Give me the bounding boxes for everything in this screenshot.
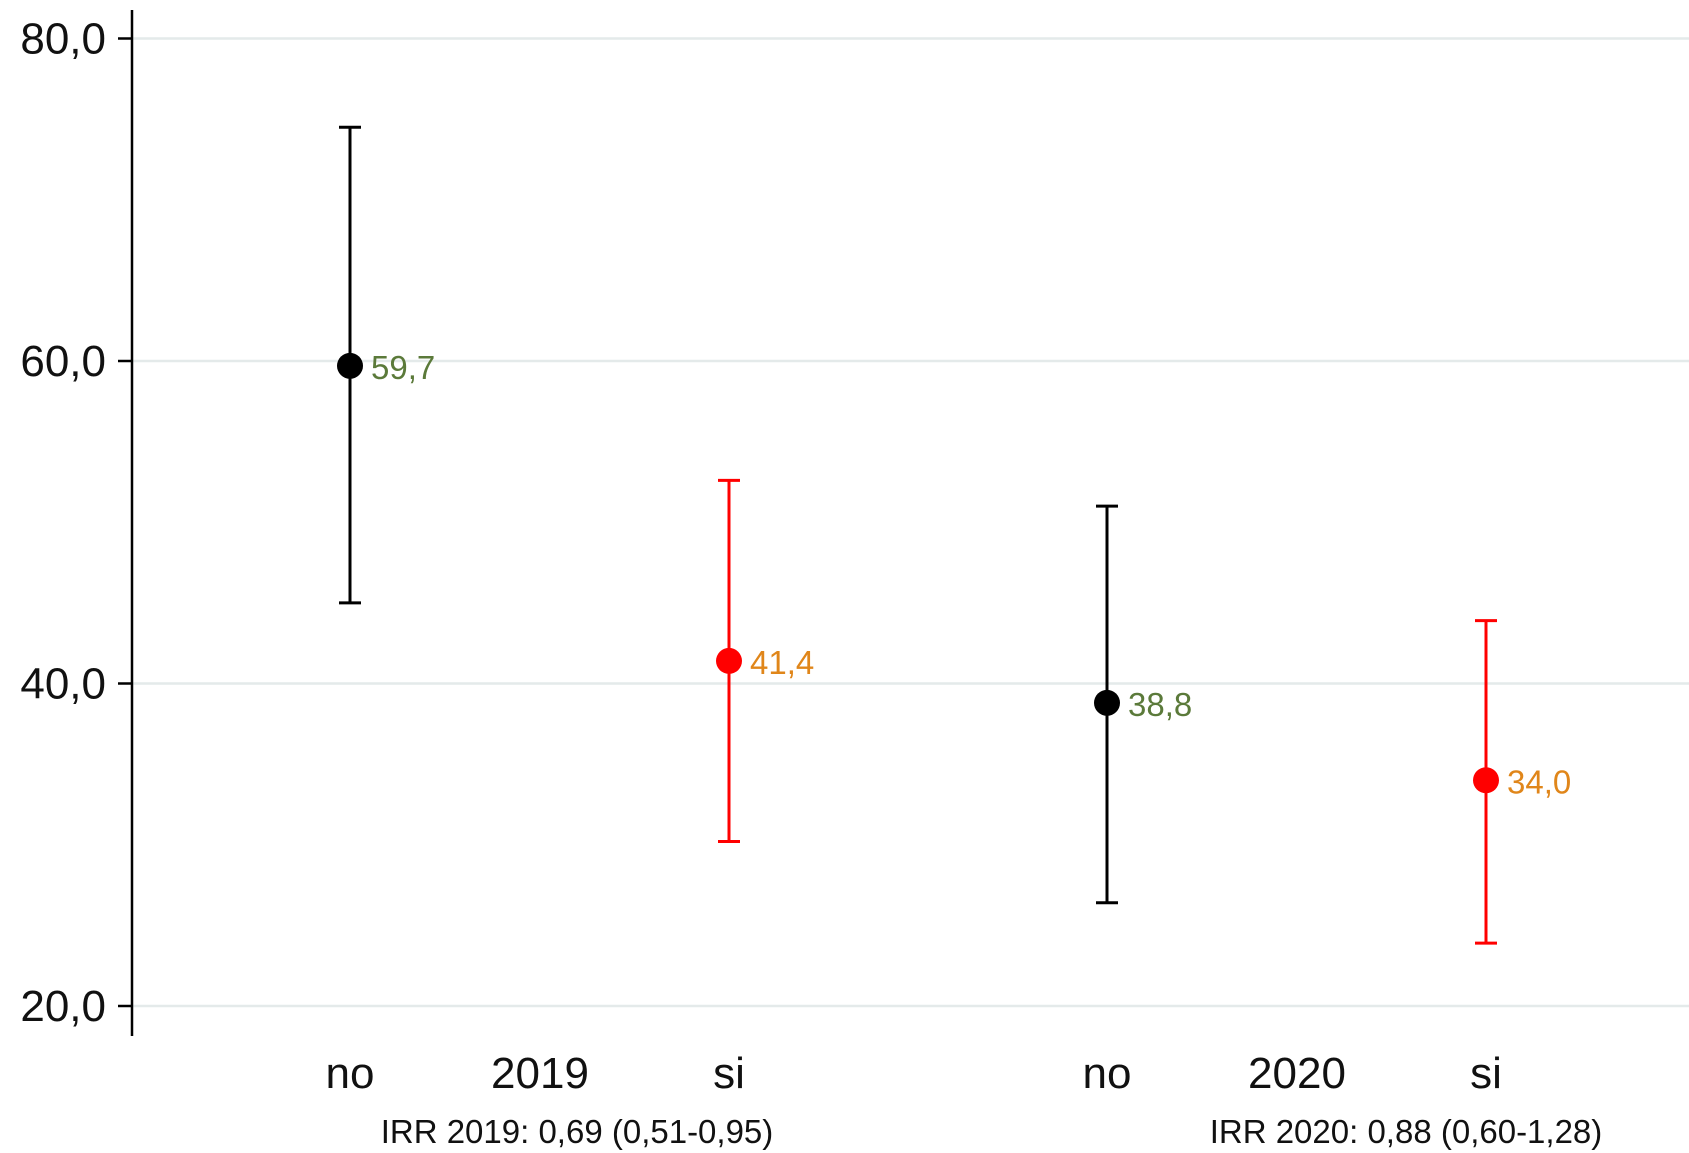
- irr-note: IRR 2019: 0,69 (0,51-0,95): [381, 1113, 774, 1150]
- category-label: si: [1470, 1049, 1502, 1098]
- category-label: no: [326, 1049, 375, 1098]
- data-point: [337, 353, 363, 379]
- y-axis-ticks: 20,0 40,0 60,0 80,0: [20, 15, 132, 1032]
- category-label: no: [1083, 1049, 1132, 1098]
- data-point: [716, 648, 742, 674]
- y-tick-label: 80,0: [20, 15, 106, 64]
- data-label: 38,8: [1128, 686, 1192, 723]
- data-point-group-2019-no: 59,7: [337, 127, 435, 603]
- group-label: 2020: [1248, 1049, 1346, 1098]
- data-point-group-2020-no: 38,8: [1094, 506, 1192, 903]
- data-label: 34,0: [1507, 763, 1571, 800]
- data-label: 59,7: [371, 349, 435, 386]
- irr-note: IRR 2020: 0,88 (0,60-1,28): [1210, 1113, 1603, 1150]
- group-label: 2019: [491, 1049, 589, 1098]
- category-label: si: [713, 1049, 745, 1098]
- y-tick-label: 60,0: [20, 337, 106, 386]
- y-tick-label: 20,0: [20, 982, 106, 1031]
- data-point-group-2019-si: 41,4: [716, 480, 814, 841]
- plot-area: 59,7 41,4 38,8 34,0: [337, 127, 1571, 943]
- data-label: 41,4: [750, 644, 814, 681]
- data-point-group-2020-si: 34,0: [1473, 621, 1571, 944]
- y-tick-label: 40,0: [20, 660, 106, 709]
- data-point: [1094, 690, 1120, 716]
- grid-layer: [132, 39, 1689, 1007]
- data-point: [1473, 767, 1499, 793]
